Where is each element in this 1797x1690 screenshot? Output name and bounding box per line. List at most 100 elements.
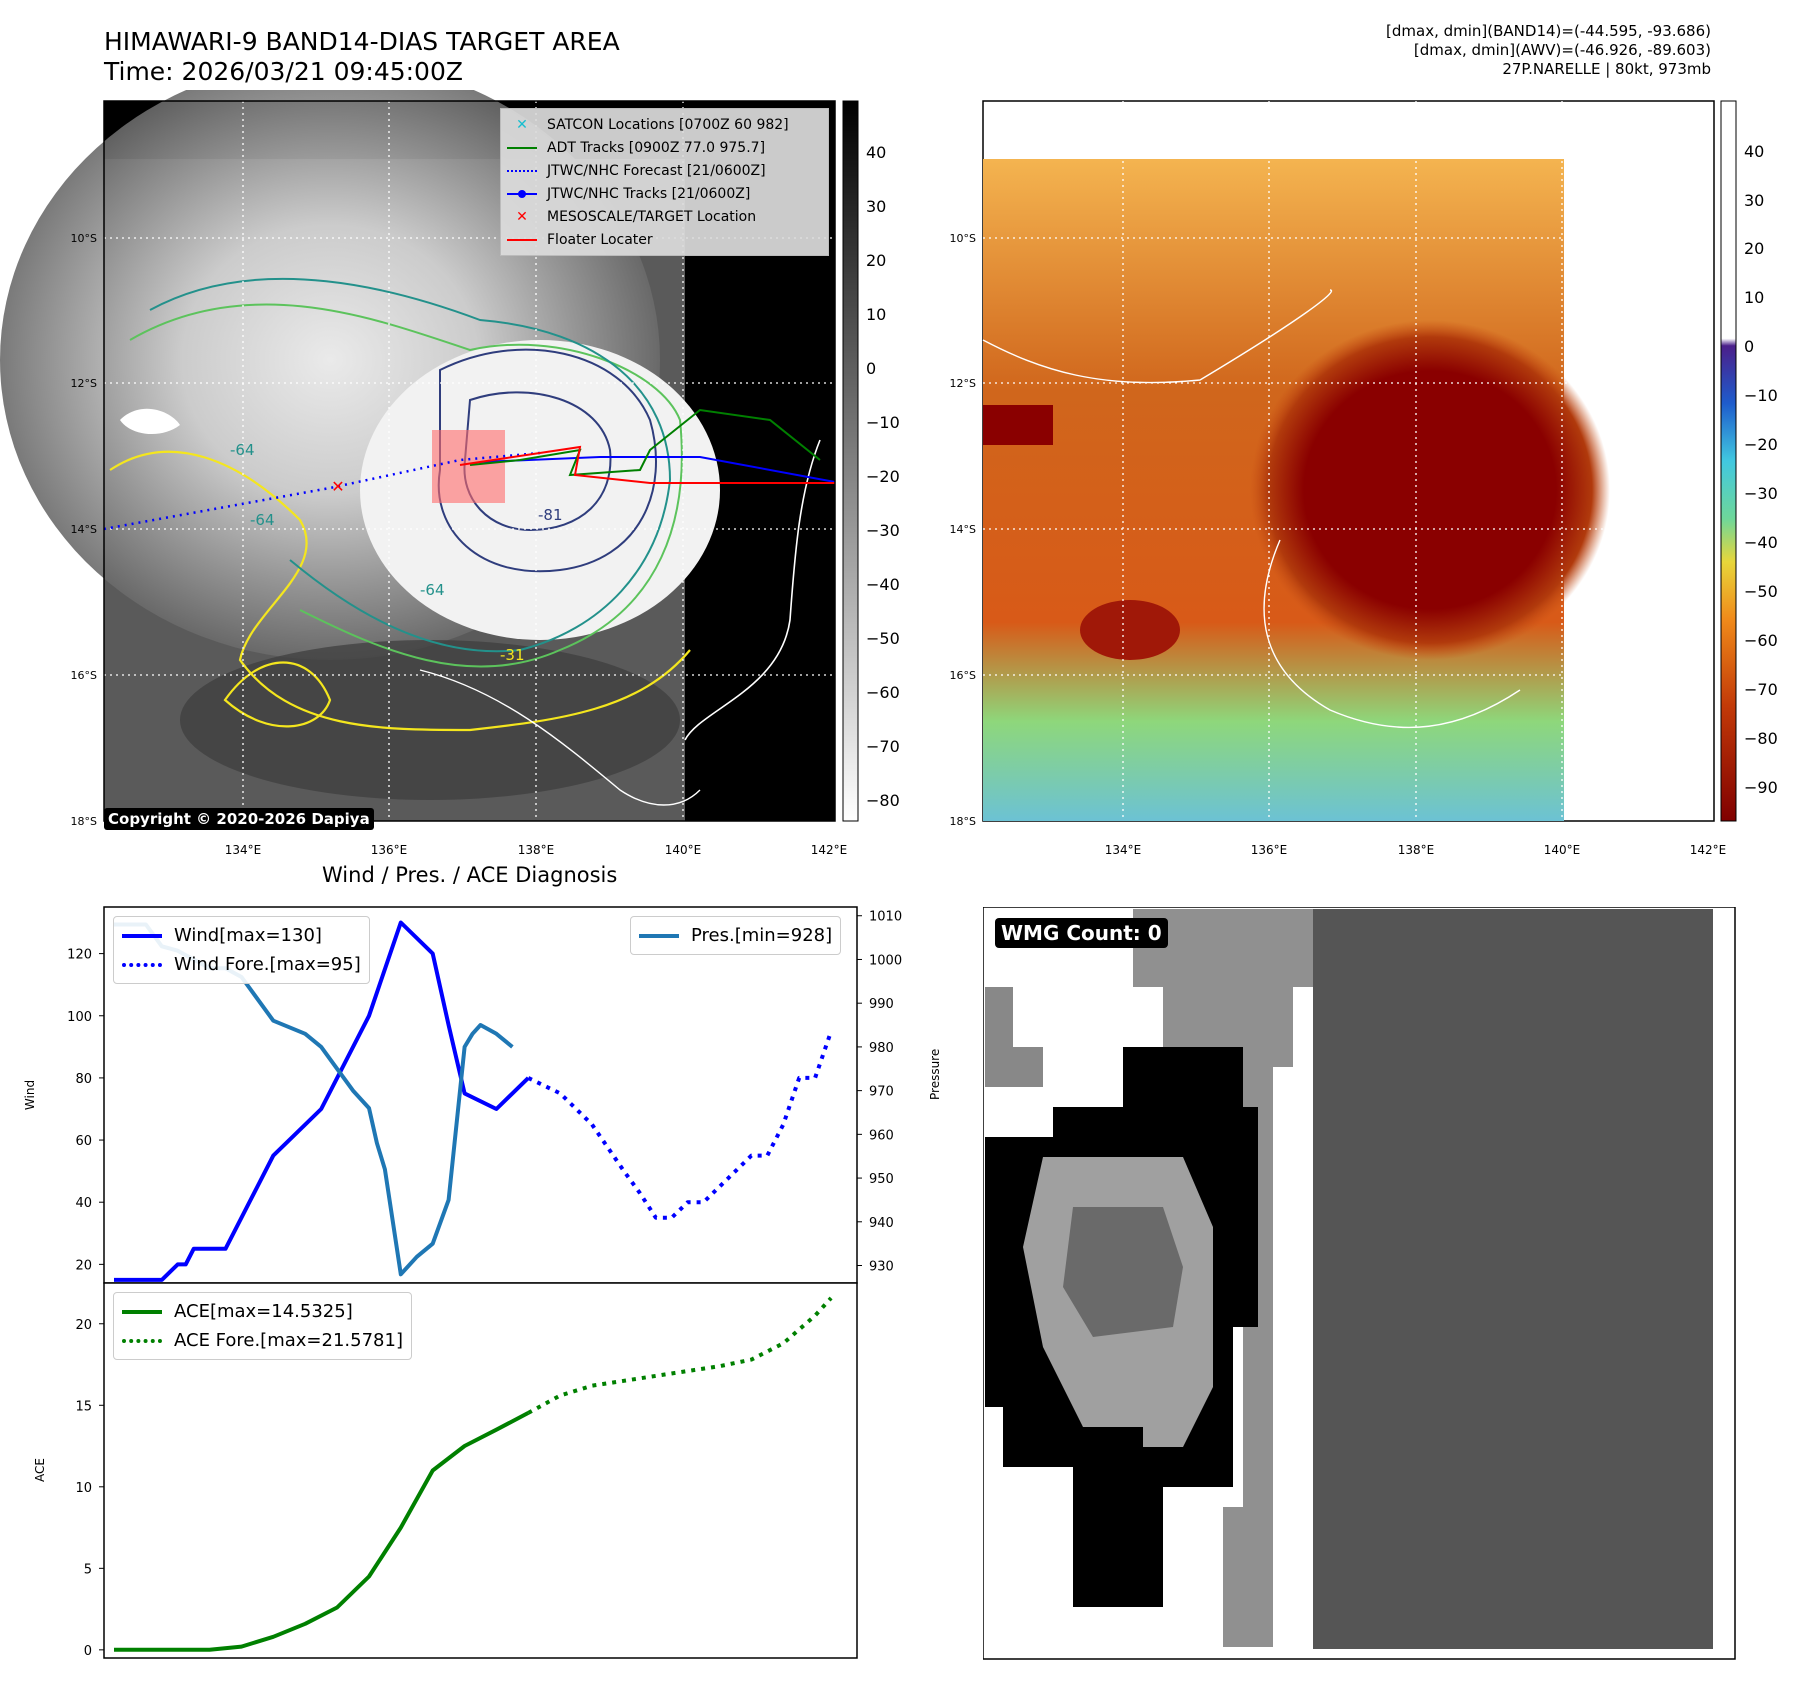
- right-colorbar-unit: °C: [1731, 90, 1749, 92]
- solid-line-icon: [639, 933, 679, 938]
- x-icon: ✕: [516, 116, 528, 133]
- solid-line-icon: [122, 1309, 162, 1314]
- y-tick-label: 20: [75, 1258, 92, 1273]
- left-colorbar: [842, 100, 859, 822]
- lat-tick-18s: 18°S: [950, 815, 976, 828]
- floater-box: [432, 430, 505, 503]
- y-tick-label: 80: [75, 1072, 92, 1087]
- map-legend: ✕ SATCON Locations [0700Z 60 982] ADT Tr…: [500, 108, 829, 256]
- legend-label: JTWC/NHC Forecast [21/0600Z]: [547, 162, 766, 179]
- pressure-legend: Pres.[min=928]: [630, 916, 842, 955]
- left-cbar-tick: 30: [866, 197, 886, 216]
- right-cbar-tick: −50: [1744, 582, 1778, 601]
- contour-green: [129, 303, 683, 668]
- right-cbar-tick: −20: [1744, 435, 1778, 454]
- left-cbar-tick: −10: [866, 413, 900, 432]
- right-cbar-tick: 0: [1744, 337, 1754, 356]
- legend-wind: Wind[max=130]: [122, 921, 361, 950]
- ace-legend: ACE[max=14.5325] ACE Fore.[max=21.5781]: [113, 1292, 412, 1360]
- legend-label: Floater Locater: [547, 231, 653, 248]
- lat-tick-14s: 14°S: [950, 523, 976, 536]
- island-melville: [120, 408, 180, 435]
- contour-label: -31: [500, 646, 525, 664]
- y2-tick-label: 960: [869, 1128, 894, 1143]
- left-colorbar-ticks: 40 30 20 10 0 −10 −20 −30 −40 −50 −60 −7…: [866, 143, 900, 810]
- awv-gridlines: [983, 101, 1714, 821]
- lat-tick-16s: 16°S: [950, 669, 976, 682]
- y-tick-label: 15: [75, 1399, 92, 1414]
- wind-axis-label: Wind: [23, 1080, 37, 1110]
- figure-title: HIMAWARI-9 BAND14-DIAS TARGET AREA Time:…: [104, 27, 620, 87]
- legend-label: ACE[max=14.5325]: [174, 1301, 353, 1322]
- lat-tick-18s: 18°S: [71, 815, 97, 828]
- diagnosis-title: Wind / Pres. / ACE Diagnosis: [322, 863, 618, 887]
- right-cbar-tick: −10: [1744, 386, 1778, 405]
- right-cbar-tick: −60: [1744, 631, 1778, 650]
- contour-yellow: [109, 450, 691, 732]
- legend-label: MESOSCALE/TARGET Location: [547, 208, 757, 225]
- lon-tick-142e: 142°E: [1690, 843, 1727, 857]
- lon-tick-labels: 134°E 136°E 138°E 140°E 142°E: [225, 843, 848, 857]
- series-line-0: [114, 1411, 530, 1652]
- floater-track: [459, 445, 835, 484]
- dotted-line-icon: [507, 165, 537, 177]
- solid-line-icon: [507, 234, 537, 246]
- legend-label: JTWC/NHC Tracks [21/0600Z]: [547, 185, 751, 202]
- y-tick-label: 5: [84, 1562, 92, 1577]
- legend-label: SATCON Locations [0700Z 60 982]: [547, 116, 789, 133]
- right-colorbar: [1720, 100, 1737, 822]
- lon-tick-140e: 140°E: [1544, 843, 1581, 857]
- y2-tick-label: 970: [869, 1085, 894, 1100]
- legend-wind-forecast: Wind Fore.[max=95]: [122, 950, 361, 979]
- right-cbar-tick: 30: [1744, 191, 1764, 210]
- adt-track: [469, 408, 821, 477]
- left-cbar-tick: 40: [866, 143, 886, 162]
- right-cbar-tick: 10: [1744, 288, 1764, 307]
- contour-labels: -64 -64 -81 -64 -31: [230, 441, 563, 664]
- series-line-1: [527, 1296, 833, 1415]
- left-cbar-tick: −50: [866, 629, 900, 648]
- y2-tick-label: 950: [869, 1172, 894, 1187]
- wmg-region-mid: [1133, 909, 1313, 1647]
- left-cbar-tick: 10: [866, 305, 886, 324]
- ace-axis-label: ACE: [33, 1458, 47, 1482]
- left-cbar-tick: 20: [866, 251, 886, 270]
- lon-tick-134e: 134°E: [1105, 843, 1142, 857]
- lon-tick-136e: 136°E: [371, 843, 408, 857]
- title-line-2: Time: 2026/03/21 09:45:00Z: [104, 57, 463, 86]
- cyclone-core: [360, 340, 720, 640]
- wmg-panel: [983, 907, 1736, 1660]
- awv-lon-ticks: 134°E 136°E 138°E 140°E 142°E: [1105, 843, 1727, 857]
- series-line-1: [527, 1030, 833, 1220]
- lon-tick-142e: 142°E: [811, 843, 848, 857]
- target-location-marker: ✕: [331, 477, 344, 496]
- lon-tick-134e: 134°E: [225, 843, 262, 857]
- y2-tick-label: 990: [869, 997, 894, 1012]
- legend-label: ACE Fore.[max=21.5781]: [174, 1330, 403, 1351]
- right-cbar-tick: −30: [1744, 484, 1778, 503]
- lon-tick-140e: 140°E: [665, 843, 702, 857]
- x-icon: ✕: [516, 208, 528, 225]
- dotted-line-icon: [122, 962, 162, 967]
- lon-tick-138e: 138°E: [1398, 843, 1435, 857]
- legend-label: Wind[max=130]: [174, 925, 322, 946]
- legend-label: Pres.[min=928]: [691, 925, 833, 946]
- right-cbar-tick: −80: [1744, 729, 1778, 748]
- left-cbar-tick: −70: [866, 737, 900, 756]
- solid-line-icon: [122, 933, 162, 938]
- dot-line-icon: [507, 188, 537, 200]
- contour-label: -81: [538, 506, 563, 524]
- legend-item-forecast: JTWC/NHC Forecast [21/0600Z]: [507, 159, 822, 182]
- legend-pressure: Pres.[min=928]: [639, 921, 832, 950]
- left-cbar-tick: −30: [866, 521, 900, 540]
- right-cbar-tick: −90: [1744, 778, 1778, 797]
- right-cbar-tick: −40: [1744, 533, 1778, 552]
- right-colorbar-ticks: 40 30 20 10 0 −10 −20 −30 −40 −50 −60 −7…: [1744, 142, 1778, 797]
- y2-tick-label: 1010: [869, 910, 902, 925]
- y2-tick-label: 930: [869, 1260, 894, 1275]
- right-cbar-tick: −70: [1744, 680, 1778, 699]
- info-line-3: 27P.NARELLE | 80kt, 973mb: [1502, 60, 1711, 78]
- y-tick-label: 100: [67, 1010, 92, 1025]
- wmg-region-dark: [1313, 909, 1713, 1649]
- lat-tick-14s: 14°S: [71, 523, 97, 536]
